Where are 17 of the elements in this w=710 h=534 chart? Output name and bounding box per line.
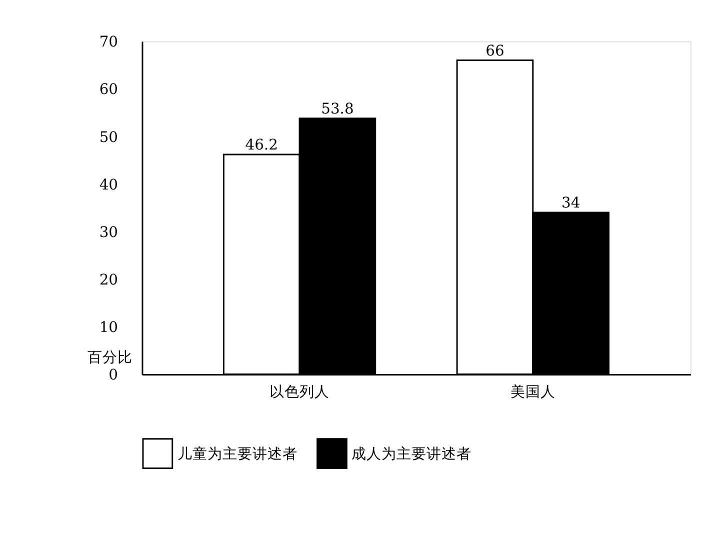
data-label: 66	[486, 42, 504, 60]
data-label: 46.2	[245, 136, 278, 154]
x-tick-label: 以色列人	[270, 383, 330, 400]
data-label: 53.8	[321, 100, 354, 118]
legend-label: 儿童为主要讲述者	[177, 445, 298, 462]
legend-label: 成人为主要讲述者	[352, 445, 472, 462]
y-tick-label: 70	[99, 34, 118, 51]
y-tick-label: 10	[99, 319, 118, 336]
y-tick-label: 30	[99, 224, 118, 241]
x-tick-label: 美国人	[510, 383, 556, 400]
y-tick-label: 40	[99, 176, 118, 194]
data-label: 34	[561, 194, 580, 212]
y-tick-label: 0	[108, 366, 118, 384]
y-tick-label: 20	[99, 271, 118, 288]
y-tick-label: 60	[99, 81, 118, 98]
y-axis-title: 百分比	[88, 348, 133, 366]
y-tick-label: 50	[99, 128, 118, 146]
